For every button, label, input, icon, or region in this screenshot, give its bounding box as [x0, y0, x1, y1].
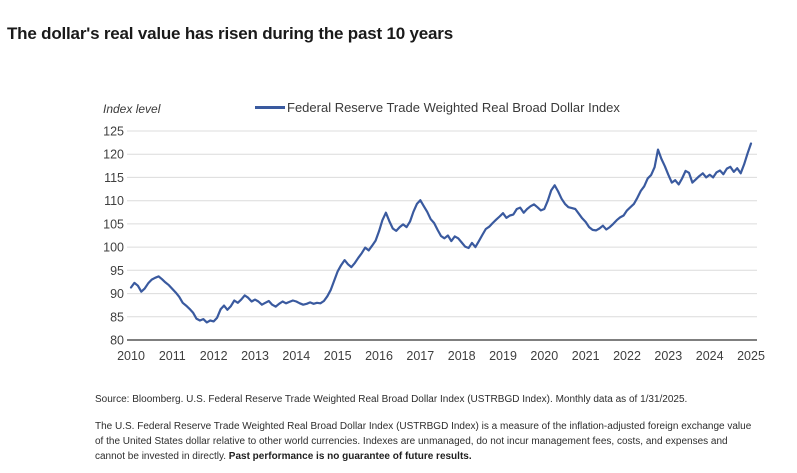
- x-tick-label: 2023: [654, 349, 682, 363]
- dollar-index-chart: 80 85 90 95 100 105 110 115 120 125 2010 2011 2012 20…: [103, 125, 765, 364]
- x-tick-label: 2022: [613, 349, 641, 363]
- x-tick-label: 2013: [241, 349, 269, 363]
- x-tick-label: 2024: [696, 349, 724, 363]
- x-tick-label: 2012: [200, 349, 228, 363]
- x-tick-label: 2020: [530, 349, 558, 363]
- x-tick-label: 2015: [324, 349, 352, 363]
- y-tick-label: 105: [103, 217, 124, 231]
- legend-label: Federal Reserve Trade Weighted Real Broa…: [287, 100, 620, 115]
- y-tick-label: 80: [110, 334, 124, 348]
- disclosure-bold-text: Past performance is no guarantee of futu…: [228, 451, 472, 462]
- x-tick-label: 2010: [117, 349, 145, 363]
- x-tick-label: 2014: [282, 349, 310, 363]
- chart-region: Index level Federal Reserve Trade Weight…: [95, 90, 767, 382]
- index-series-line: [129, 142, 753, 324]
- x-tick-label: 2016: [365, 349, 393, 363]
- y-tick-label: 90: [110, 287, 124, 301]
- y-tick-label: 100: [103, 241, 124, 255]
- x-tick-label: 2018: [448, 349, 476, 363]
- legend-line-icon: [255, 106, 285, 109]
- chart-plot-area: 80 85 90 95 100 105 110 115 120 125 2010 2011 2012 20…: [95, 120, 767, 377]
- y-tick-label: 125: [103, 125, 124, 139]
- disclosure-paragraph: The U.S. Federal Reserve Trade Weighted …: [95, 419, 755, 464]
- disclosure-text: The U.S. Federal Reserve Trade Weighted …: [95, 421, 752, 462]
- y-axis-title: Index level: [103, 102, 161, 116]
- x-tick-label: 2019: [489, 349, 517, 363]
- chart-legend: Federal Reserve Trade Weighted Real Broa…: [255, 100, 620, 115]
- y-tick-label: 110: [104, 194, 124, 208]
- x-tick-label: 2017: [406, 349, 434, 363]
- y-tick-label: 120: [103, 148, 124, 162]
- y-tick-label: 115: [104, 171, 124, 185]
- x-tick-label: 2011: [159, 349, 186, 363]
- page-title: The dollar's real value has risen during…: [7, 24, 453, 43]
- source-note: Source: Bloomberg. U.S. Federal Reserve …: [95, 394, 688, 405]
- y-tick-label: 95: [110, 264, 124, 278]
- y-tick-label: 85: [110, 310, 124, 324]
- x-tick-label: 2025: [737, 349, 765, 363]
- x-tick-label: 2021: [572, 349, 600, 363]
